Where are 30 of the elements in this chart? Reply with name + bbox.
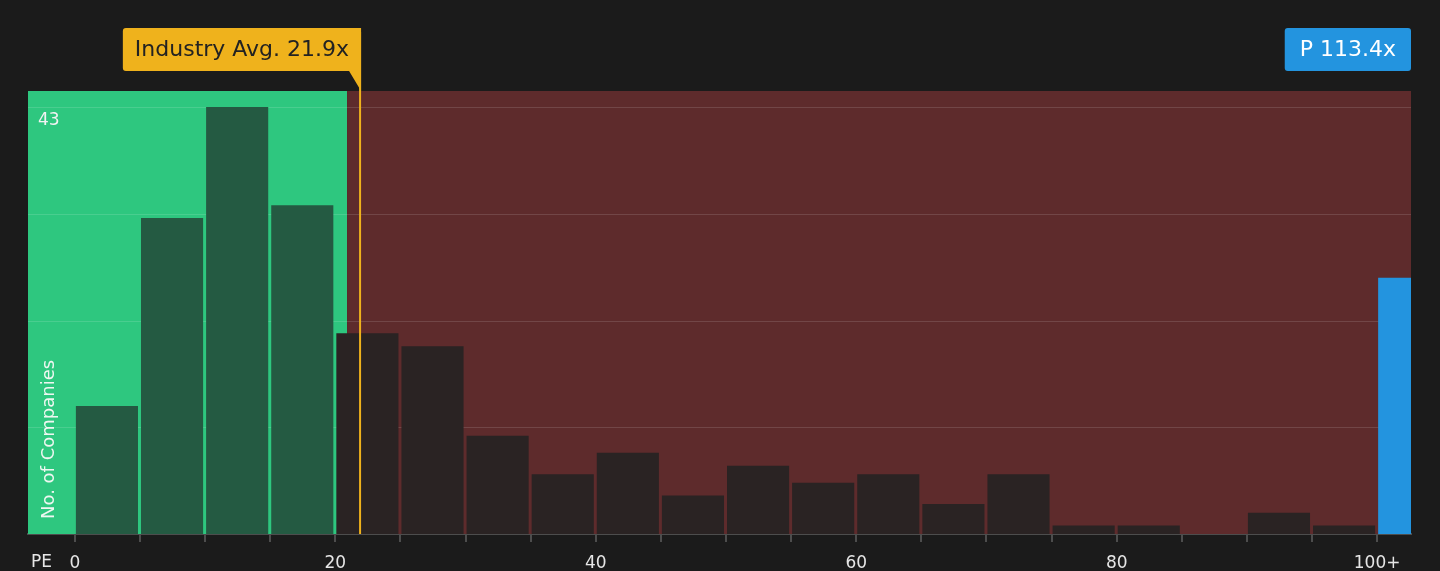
y-axis-title: No. of Companies	[36, 359, 58, 519]
ref-line-label: Industry Avg. 21.9x	[134, 36, 350, 62]
bar	[987, 474, 1050, 534]
x-tick-label: 40	[584, 551, 607, 571]
bar	[531, 474, 594, 534]
bar	[792, 482, 855, 534]
x-tick-label: 0	[69, 551, 81, 571]
x-tick-label: 100+	[1353, 551, 1401, 571]
x-axis-title: PE	[31, 551, 52, 571]
bar	[727, 465, 790, 534]
bar	[661, 495, 725, 534]
x-tick-label: 80	[1105, 551, 1128, 571]
bar	[401, 346, 464, 534]
bar	[206, 107, 269, 534]
x-tick-label: 60	[845, 551, 868, 571]
bar	[857, 474, 920, 534]
bar	[271, 205, 334, 534]
annotation: 43	[38, 108, 60, 129]
bar	[922, 504, 985, 534]
bar	[466, 435, 529, 534]
bar	[140, 218, 204, 534]
bar	[596, 452, 659, 534]
bar	[1117, 525, 1180, 534]
bar	[1313, 525, 1376, 534]
x-tick-label: 20	[324, 551, 347, 571]
bar	[1247, 512, 1311, 534]
bar	[336, 333, 399, 534]
bar	[1052, 525, 1115, 534]
text: P 113.4x	[1299, 35, 1396, 61]
bar	[75, 405, 138, 534]
